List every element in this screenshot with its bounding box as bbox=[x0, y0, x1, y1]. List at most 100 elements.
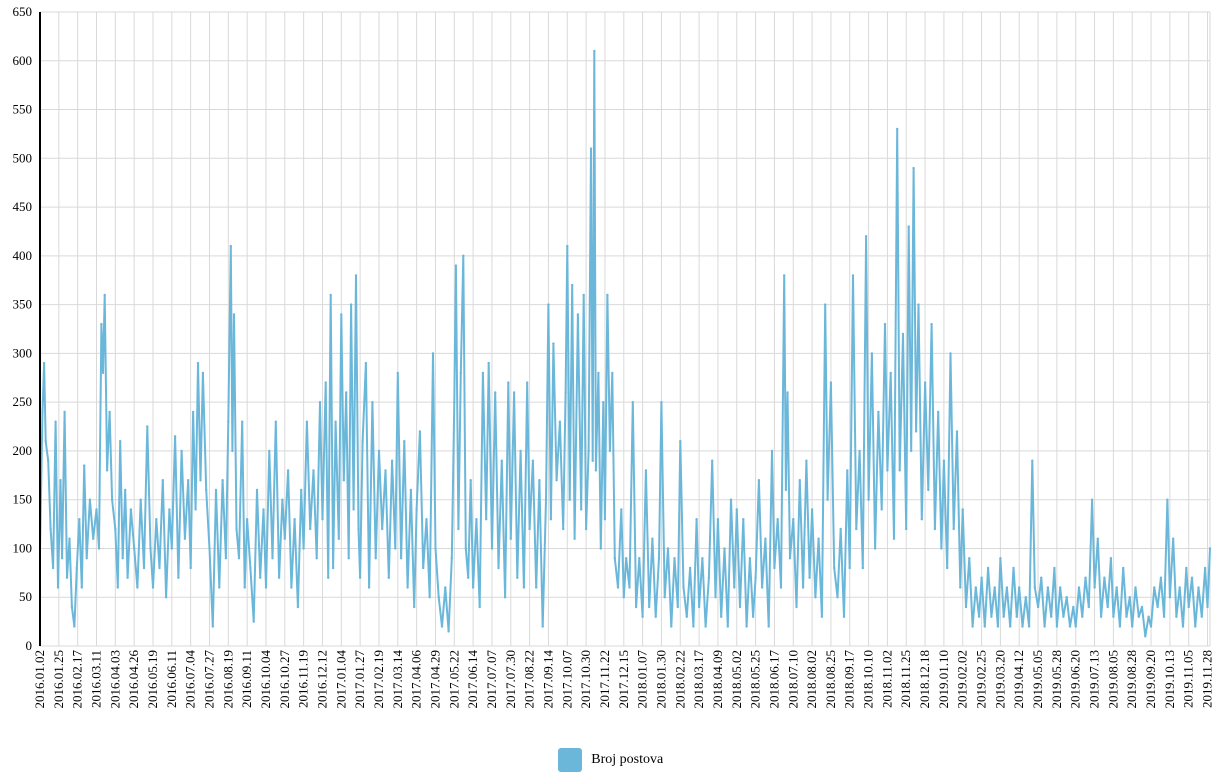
data-point bbox=[1178, 586, 1181, 589]
data-point bbox=[381, 527, 384, 531]
data-point bbox=[679, 440, 682, 443]
x-tick-label: 2018.12.18 bbox=[917, 650, 932, 709]
x-tick-label: 2019.09.20 bbox=[1143, 650, 1158, 709]
data-point bbox=[229, 244, 232, 248]
data-point bbox=[810, 508, 814, 511]
data-point bbox=[126, 576, 129, 579]
data-point bbox=[447, 630, 450, 633]
data-point bbox=[851, 274, 855, 277]
data-point bbox=[503, 596, 507, 599]
data-point bbox=[631, 401, 634, 404]
x-axis-ticks: 2016.01.02 2016.01.25 2016.02.17 2016.03.11… bbox=[32, 650, 1215, 709]
data-point bbox=[704, 625, 707, 628]
data-point bbox=[846, 469, 849, 472]
data-point bbox=[1031, 459, 1034, 462]
data-point bbox=[660, 401, 663, 404]
data-point bbox=[833, 566, 836, 570]
data-point bbox=[469, 479, 472, 482]
data-point bbox=[63, 410, 66, 414]
data-point bbox=[990, 615, 993, 618]
data-point bbox=[232, 313, 236, 316]
data-point bbox=[444, 586, 447, 589]
data-point bbox=[930, 322, 933, 326]
data-point bbox=[682, 586, 685, 589]
legend-label[interactable]: Broj postova bbox=[591, 752, 664, 767]
data-point bbox=[235, 527, 238, 531]
y-tick-label: 250 bbox=[13, 394, 33, 409]
data-point bbox=[783, 274, 786, 277]
data-point bbox=[616, 586, 620, 589]
data-point bbox=[231, 449, 234, 453]
x-tick-label: 2016.01.02 bbox=[32, 650, 47, 709]
data-point bbox=[896, 127, 899, 131]
data-point bbox=[161, 479, 164, 482]
data-point bbox=[685, 615, 688, 618]
y-tick-label: 100 bbox=[13, 540, 33, 555]
x-tick-label: 2016.04.26 bbox=[126, 650, 141, 709]
data-point bbox=[377, 449, 381, 453]
data-point bbox=[836, 596, 839, 599]
data-point bbox=[315, 557, 318, 560]
data-point bbox=[290, 586, 293, 589]
data-point bbox=[1009, 625, 1012, 628]
x-tick-label: 2017.07.07 bbox=[484, 650, 499, 709]
data-point bbox=[1115, 586, 1118, 589]
x-tick-label: 2019.06.20 bbox=[1068, 650, 1083, 709]
data-point bbox=[1077, 586, 1081, 589]
x-tick-label: 2016.04.03 bbox=[107, 650, 122, 709]
data-point bbox=[321, 518, 324, 521]
data-point bbox=[688, 566, 692, 570]
data-point bbox=[358, 576, 362, 579]
data-point bbox=[522, 586, 526, 589]
data-point bbox=[622, 596, 625, 599]
data-point bbox=[788, 557, 792, 560]
data-point bbox=[54, 420, 57, 423]
data-point bbox=[745, 625, 748, 628]
data-point bbox=[170, 547, 173, 550]
data-point bbox=[1053, 566, 1056, 570]
data-point bbox=[748, 557, 752, 560]
x-tick-label: 2017.10.07 bbox=[559, 650, 574, 709]
data-point bbox=[977, 615, 981, 618]
x-tick-label: 2016.07.04 bbox=[183, 650, 198, 709]
x-tick-label: 2017.04.29 bbox=[427, 650, 442, 709]
data-point bbox=[329, 293, 332, 297]
data-point bbox=[1033, 586, 1037, 589]
data-point bbox=[673, 557, 676, 560]
data-point bbox=[1149, 625, 1153, 628]
data-point bbox=[1194, 625, 1197, 628]
data-point bbox=[820, 615, 824, 618]
data-point bbox=[946, 566, 949, 570]
data-point bbox=[666, 547, 670, 550]
data-point bbox=[124, 488, 127, 492]
data-point bbox=[1134, 586, 1137, 589]
data-point bbox=[457, 527, 460, 531]
data-point bbox=[139, 498, 142, 501]
data-point bbox=[920, 518, 923, 521]
data-point bbox=[1137, 615, 1141, 618]
data-point bbox=[628, 586, 631, 589]
data-point bbox=[562, 527, 565, 531]
data-point bbox=[211, 625, 214, 628]
data-point bbox=[608, 449, 612, 453]
data-point bbox=[158, 566, 161, 570]
data-point bbox=[1122, 566, 1125, 570]
series-layer bbox=[38, 49, 1212, 638]
x-tick-label: 2017.01.27 bbox=[352, 650, 367, 709]
data-point bbox=[558, 420, 562, 423]
data-point bbox=[151, 586, 155, 589]
x-tick-label: 2017.11.22 bbox=[597, 650, 612, 708]
data-point bbox=[983, 625, 986, 628]
data-point bbox=[1200, 615, 1204, 618]
x-tick-label: 2016.11.19 bbox=[296, 650, 311, 708]
y-tick-label: 50 bbox=[19, 589, 32, 604]
x-tick-label: 2019.07.13 bbox=[1087, 650, 1102, 709]
x-tick-label: 2016.05.19 bbox=[145, 650, 160, 709]
data-point bbox=[1002, 615, 1005, 618]
y-tick-label: 650 bbox=[13, 4, 33, 19]
data-point bbox=[716, 518, 720, 521]
data-point bbox=[912, 166, 915, 170]
data-point bbox=[1106, 605, 1109, 609]
legend-swatch[interactable] bbox=[557, 748, 582, 772]
